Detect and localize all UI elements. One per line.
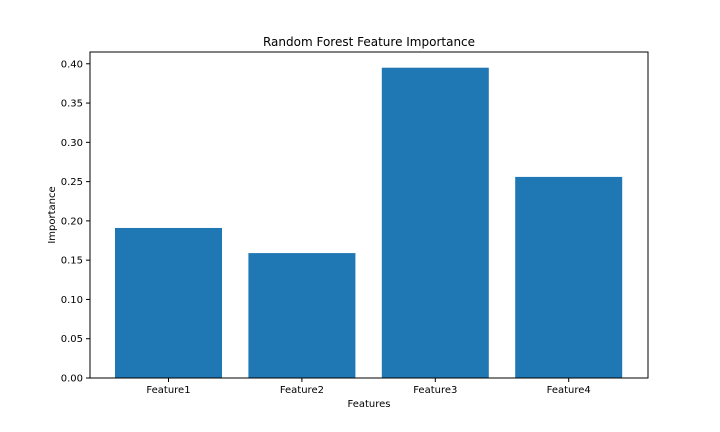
y-axis-label: Importance (47, 186, 58, 243)
bar-feature4 (515, 176, 623, 378)
y-tick-label: 0.20 (61, 216, 83, 227)
y-tick-label: 0.15 (61, 256, 83, 267)
x-tick-label: Feature4 (547, 385, 591, 396)
y-tick-label: 0.10 (61, 295, 83, 306)
x-tick-label: Feature1 (146, 385, 190, 396)
x-tick-label: Feature3 (413, 385, 457, 396)
chart-title: Random Forest Feature Importance (263, 35, 475, 49)
x-axis-label: Features (348, 399, 391, 410)
y-tick-label: 0.30 (61, 138, 83, 149)
y-tick-label: 0.05 (61, 334, 83, 345)
bars-group (115, 67, 623, 378)
plot-frame (89, 51, 649, 379)
bar-feature1 (115, 227, 222, 378)
y-tick-label: 0.35 (61, 99, 83, 110)
y-tick-label: 0.00 (61, 374, 83, 385)
bar-feature3 (381, 67, 489, 378)
y-tick-label: 0.25 (61, 177, 83, 188)
x-axis: Feature1 Feature2 Feature3 Feature4 (146, 378, 591, 396)
bar-feature2 (248, 253, 356, 378)
y-tick-label: 0.40 (61, 59, 83, 70)
y-axis: 0.00 0.05 0.10 0.15 0.20 0.25 0.30 0.35 0.40 (61, 59, 90, 385)
x-tick-label: Feature2 (280, 385, 324, 396)
